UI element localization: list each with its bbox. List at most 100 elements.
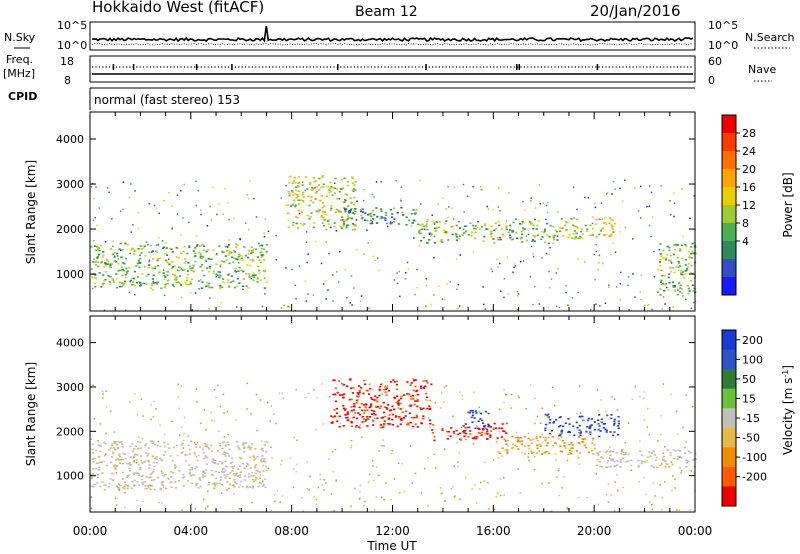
echo-cell <box>100 461 104 463</box>
echo-cell <box>427 505 429 507</box>
echo-cell <box>343 198 346 201</box>
echo-cell <box>166 270 169 273</box>
echo-cell <box>141 437 144 440</box>
echo-cell <box>331 422 334 424</box>
echo-cell <box>259 279 262 281</box>
echo-cell <box>601 227 604 229</box>
echo-cell <box>258 482 261 484</box>
echo-cell <box>199 479 202 481</box>
echo-cell <box>606 414 608 416</box>
echo-cell <box>540 453 544 455</box>
echo-cell <box>124 506 126 509</box>
echo-cell <box>252 474 255 477</box>
echo-cell <box>336 391 339 394</box>
echo-cell <box>335 412 338 414</box>
echo-cell <box>207 258 210 260</box>
echo-cell <box>104 270 107 273</box>
echo-cell <box>559 230 562 233</box>
echo-cell <box>412 389 416 392</box>
echo-cell <box>425 284 428 287</box>
echo-cell <box>346 416 349 419</box>
echo-cell <box>464 426 467 429</box>
echo-cell <box>112 465 115 467</box>
echo-cell <box>606 462 609 464</box>
echo-cell <box>573 434 576 437</box>
echo-cell <box>413 237 415 239</box>
echo-cell <box>671 463 674 466</box>
echo-cell <box>416 269 418 271</box>
echo-cell <box>95 264 98 266</box>
echo-cell <box>578 496 580 499</box>
echo-cell <box>559 424 562 427</box>
colorbar-swatch <box>722 151 736 170</box>
echo-cell <box>685 441 687 443</box>
echo-cell <box>157 440 160 443</box>
echo-cell <box>684 258 687 261</box>
echo-cell <box>622 457 625 459</box>
echo-cell <box>141 474 144 477</box>
echo-cell <box>108 191 110 194</box>
echo-cell <box>556 235 559 237</box>
echo-cell <box>130 249 133 251</box>
echo-cell <box>175 275 178 278</box>
echo-cell <box>253 248 255 250</box>
echo-cell <box>317 184 320 186</box>
echo-cell <box>533 468 536 471</box>
echo-cell <box>685 394 688 396</box>
echo-cell <box>204 455 207 457</box>
echo-cell <box>591 442 593 444</box>
echo-cell <box>208 481 210 484</box>
echo-cell <box>166 279 169 282</box>
echo-cell <box>151 278 154 280</box>
echo-cell <box>376 222 379 224</box>
echo-cell <box>403 394 406 396</box>
echo-cell <box>205 508 207 510</box>
echo-cell <box>254 457 257 460</box>
echo-cell <box>185 283 188 286</box>
echo-cell <box>157 265 160 267</box>
echo-cell <box>249 486 252 488</box>
echo-cell <box>210 411 212 414</box>
echo-cell <box>182 473 185 476</box>
echo-cell <box>111 253 115 256</box>
echo-cell <box>248 274 251 277</box>
echo-cell <box>92 468 95 470</box>
echo-cell <box>292 199 296 202</box>
echo-cell <box>538 443 541 445</box>
echo-cell <box>163 200 165 202</box>
echo-cell <box>659 261 662 263</box>
echo-cell <box>245 273 248 275</box>
echo-cell <box>356 417 359 420</box>
echo-cell <box>208 270 211 273</box>
y-tick-label: 2000 <box>56 223 84 236</box>
echo-cell <box>500 494 502 497</box>
echo-cell <box>670 461 673 463</box>
echo-cell <box>545 423 548 426</box>
echo-cell <box>224 469 227 472</box>
echo-cell <box>600 421 603 424</box>
echo-cell <box>425 226 428 228</box>
echo-cell <box>246 408 248 410</box>
echo-cell <box>397 417 400 419</box>
echo-cell <box>121 471 125 474</box>
echo-cell <box>253 459 256 461</box>
echo-cell <box>650 235 652 238</box>
echo-cell <box>91 443 94 446</box>
echo-cell <box>424 467 426 470</box>
echo-cell <box>127 243 130 246</box>
echo-cell <box>126 272 129 274</box>
echo-cell <box>322 183 325 186</box>
echo-cell <box>530 245 533 248</box>
echo-cell <box>243 451 246 453</box>
echo-cell <box>194 484 198 487</box>
echo-cell <box>239 480 242 483</box>
echo-cell <box>351 177 354 180</box>
echo-cell <box>260 460 263 463</box>
echo-cell <box>395 380 398 383</box>
echo-cell <box>670 260 673 263</box>
echo-cell <box>679 249 682 252</box>
echo-cell <box>433 227 437 229</box>
echo-cell <box>468 411 471 414</box>
echo-cell <box>585 430 588 433</box>
echo-cell <box>210 450 213 453</box>
